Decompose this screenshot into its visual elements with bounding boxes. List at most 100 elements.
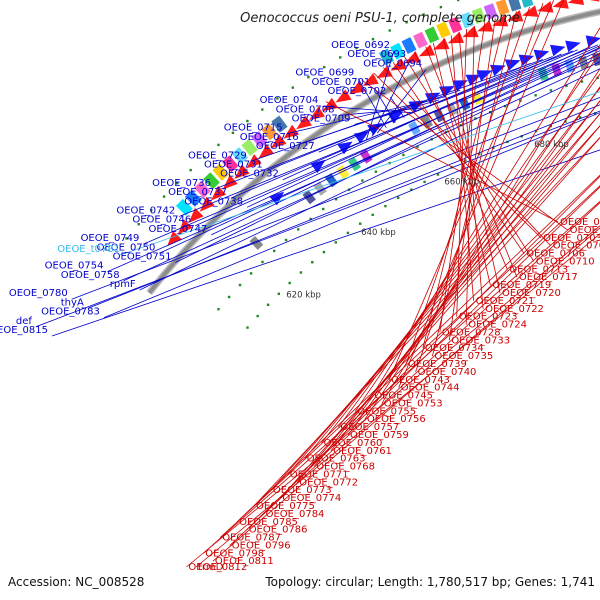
reverse-leader-line — [236, 174, 600, 523]
reverse-gene-label: OEOE_0722 — [485, 304, 544, 315]
forward-gene-label: OEOE_0708 — [276, 104, 335, 115]
reverse-gene-label: OEOE_0710 — [536, 256, 595, 267]
reverse-leader-line — [415, 2, 544, 373]
ring-dot — [176, 182, 179, 185]
kbp-tick-label: 640 kbp — [361, 228, 396, 238]
forward-strand-arrow — [490, 64, 506, 77]
ring-dot — [346, 231, 350, 235]
reverse-feature-band — [413, 31, 428, 49]
ring-dot — [322, 207, 325, 211]
forward-leader-line — [373, 87, 396, 123]
reverse-strand-arrow — [309, 106, 325, 121]
forward-gene-label: OEOE_0701 — [311, 77, 370, 88]
ring-dot — [402, 153, 405, 157]
ring-dot — [203, 156, 206, 159]
reverse-gene-label: OEOE_0796 — [232, 540, 291, 551]
reverse-gene-label: OEOE_0728 — [442, 327, 501, 338]
reverse-gene-label: OEOE_0703 — [543, 233, 600, 244]
reverse-leader-line — [383, 67, 551, 246]
ring-dot — [580, 80, 584, 83]
forward-gene-label: OEOE_0727 — [256, 141, 315, 152]
forward-feature-band — [249, 235, 264, 250]
ring-dot — [374, 170, 378, 173]
reverse-feature-band — [231, 147, 249, 165]
forward-gene-label: OEOE_0716 — [240, 132, 299, 143]
reverse-gene-label: OEOE_0733 — [451, 335, 510, 346]
forward-gene-label: OEOE_0738 — [184, 196, 243, 207]
reverse-leader-line — [263, 175, 600, 515]
reverse-gene-label: OEOE_0691 — [560, 217, 600, 228]
forward-gene-label: OEOE_0751 — [113, 252, 172, 263]
reverse-strand-arrow — [552, 0, 569, 9]
forward-leader-line — [250, 59, 543, 162]
forward-gene-label: OEOE_0737 — [168, 187, 227, 198]
ring-dot — [355, 46, 358, 50]
ring-dot — [246, 119, 249, 123]
forward-gene-label: OEOE_0704 — [260, 95, 319, 106]
reverse-gene-label: OEOE_0768 — [316, 462, 375, 473]
reverse-strand-arrow — [258, 144, 274, 159]
ring-dot — [323, 65, 326, 69]
ring-dot — [238, 283, 242, 287]
genome-summary-text: Topology: circular; Length: 1,780,517 bp… — [264, 575, 595, 589]
rna-leader-line — [119, 91, 600, 256]
forward-leader-line — [389, 96, 405, 118]
reverse-strand-arrow — [404, 51, 421, 64]
reverse-gene-label: OEOE_0756 — [367, 414, 426, 425]
reverse-leader-line — [246, 186, 600, 530]
ring-dot — [422, 13, 425, 16]
kbp-tick-label: 660 kbp — [444, 178, 479, 188]
ring-dot — [416, 145, 419, 149]
forward-gene-label: OEOE_0736 — [152, 178, 211, 189]
reverse-feature-band — [203, 172, 220, 190]
forward-gene-label: OEOE_0715 — [224, 123, 283, 134]
reverse-gene-label: OEOE_0700 — [570, 225, 600, 236]
ring-dot — [474, 117, 477, 120]
ring-dot — [246, 326, 249, 329]
ring-dot — [261, 108, 264, 111]
forward-strand-arrow — [476, 70, 493, 82]
reverse-strand-arrow — [589, 0, 600, 2]
ring-dot — [273, 249, 276, 253]
reverse-leader-line — [443, 38, 501, 294]
rna-gene-label: OEOE_t0781 — [57, 244, 120, 255]
ring-dot — [307, 76, 310, 79]
ring-dot — [322, 250, 326, 254]
reverse-feature-band — [401, 37, 417, 54]
reverse-feature-band — [221, 155, 239, 173]
reverse-feature-band — [521, 0, 534, 8]
forward-gene-label: OEOE_0732 — [220, 169, 279, 180]
forward-leader-line — [376, 69, 427, 134]
ring-dot — [162, 195, 166, 198]
ring-dot — [227, 295, 231, 299]
ring-dot — [266, 303, 270, 306]
reverse-strand-arrow — [177, 219, 193, 235]
reverse-gene-label: OEOE_0786 — [249, 525, 308, 536]
ring-dot — [436, 173, 440, 176]
reverse-gene-label: OEOE_0798 — [205, 548, 264, 559]
reverse-gene-label: OEOE_0721 — [476, 296, 535, 307]
forward-strand-arrow — [533, 49, 550, 62]
reverse-leader-line — [381, 44, 600, 404]
reverse-strand-arrow — [211, 185, 227, 201]
ring-dot — [217, 143, 220, 147]
forward-leader-line — [179, 44, 599, 217]
forward-gene-label: OEOE_0783 — [41, 307, 100, 318]
reverse-leader-line — [405, 6, 530, 365]
kbp-tick-label: 680 kbp — [534, 140, 569, 150]
ring-dot — [439, 5, 443, 9]
reverse-gene-label: OEOE_0713 — [509, 264, 568, 275]
forward-strand-arrow — [452, 80, 468, 92]
ring-dot — [299, 271, 303, 274]
forward-gene-label: OEOE_0754 — [45, 261, 104, 272]
ring-dot — [334, 241, 337, 244]
reverse-feature-band — [424, 26, 440, 44]
reverse-gene-label: trmD — [198, 562, 224, 573]
reverse-leader-line — [203, 200, 600, 554]
forward-strand-arrow — [337, 141, 353, 155]
reverse-feature-band — [459, 11, 475, 29]
reverse-strand-arrow — [199, 196, 215, 212]
reverse-feature-band — [212, 163, 230, 181]
reverse-strand-arrow — [234, 164, 250, 179]
reverse-gene-label: OEOE_0773 — [273, 485, 332, 496]
